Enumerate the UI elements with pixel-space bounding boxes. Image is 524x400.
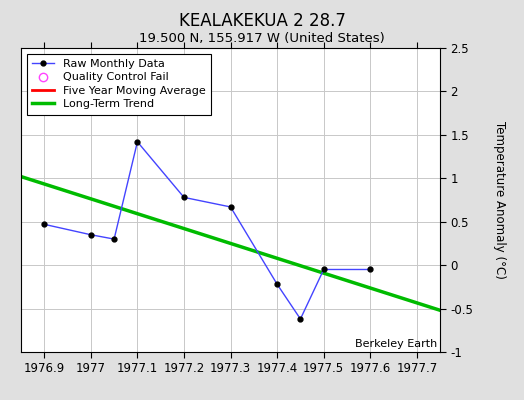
Text: KEALAKEKUA 2 28.7: KEALAKEKUA 2 28.7: [179, 12, 345, 30]
Raw Monthly Data: [297, 316, 303, 321]
Y-axis label: Temperature Anomaly (°C): Temperature Anomaly (°C): [493, 121, 506, 279]
Raw Monthly Data: [321, 267, 327, 272]
Raw Monthly Data: [227, 204, 234, 209]
Text: 19.500 N, 155.917 W (United States): 19.500 N, 155.917 W (United States): [139, 32, 385, 45]
Raw Monthly Data: [134, 140, 140, 144]
Raw Monthly Data: [367, 267, 374, 272]
Raw Monthly Data: [111, 237, 117, 242]
Text: Berkeley Earth: Berkeley Earth: [355, 339, 438, 349]
Raw Monthly Data: [88, 232, 94, 237]
Raw Monthly Data: [181, 195, 187, 200]
Line: Raw Monthly Data: Raw Monthly Data: [42, 139, 373, 322]
Raw Monthly Data: [274, 282, 280, 287]
Legend: Raw Monthly Data, Quality Control Fail, Five Year Moving Average, Long-Term Tren: Raw Monthly Data, Quality Control Fail, …: [27, 54, 212, 115]
Raw Monthly Data: [41, 222, 47, 227]
